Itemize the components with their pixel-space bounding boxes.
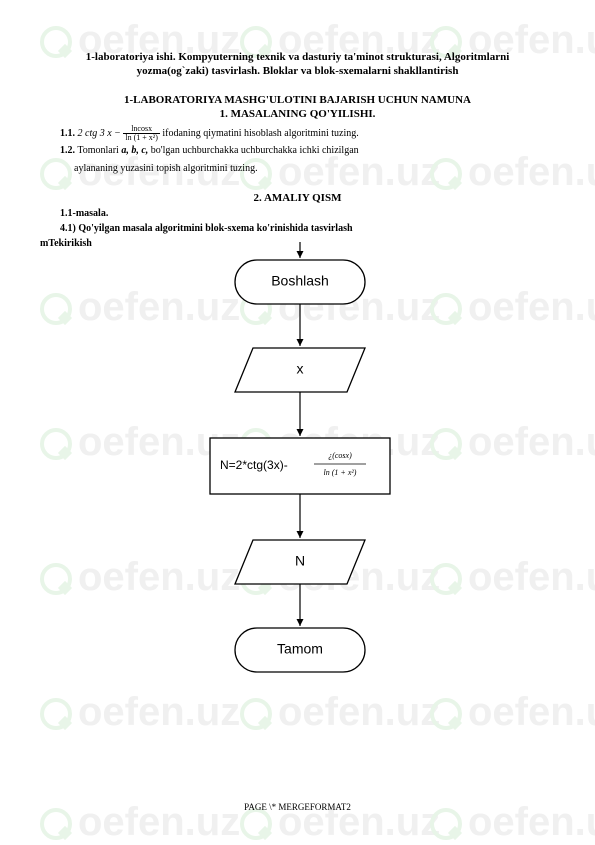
sub-4-1: 4.1) Qo'yilgan masala algoritmini blok-s…	[60, 223, 535, 234]
task-1-2-cont: aylananing yuzasini topish algoritmini t…	[74, 162, 535, 176]
svg-text:Tamom: Tamom	[277, 641, 323, 657]
svg-text:¿(cosx): ¿(cosx)	[328, 451, 352, 460]
task2-a: Tomonlari	[75, 145, 121, 156]
svg-text:N: N	[295, 553, 305, 569]
task2-c: aylananing yuzasini topish algoritmini t…	[74, 163, 258, 174]
svg-text:x: x	[297, 361, 304, 377]
watermark-icon	[40, 808, 72, 840]
task1-num: 1.1.	[60, 128, 75, 139]
task-1-2: 1.2. Tomonlari a, b, c, bo'lgan uchburch…	[60, 144, 535, 158]
heading1-line2: yozma(og`zaki) tasvirlash. Bloklar va bl…	[137, 65, 459, 77]
task-1-1: 1.1. 2 ctg 3 x − lncosx ln (1 + x²) ifod…	[60, 125, 535, 142]
heading2-line1: 1-LABORATORIYA MASHG'ULOTINI BAJARISH UC…	[124, 94, 471, 106]
task2-num: 1.2.	[60, 145, 75, 156]
heading2-line2: 1. MASALANING QO'YILISHI.	[220, 108, 376, 120]
sub-1-1: 1.1-masala.	[60, 208, 535, 219]
svg-text:Boshlash: Boshlash	[271, 273, 329, 289]
svg-text:ln (1 + x²): ln (1 + x²)	[324, 468, 357, 477]
task1-fraction: lncosx ln (1 + x²)	[123, 125, 159, 142]
watermark-icon	[430, 808, 462, 840]
watermark-icon	[240, 808, 272, 840]
heading1-line1: 1-laboratoriya ishi. Kompyuterning texni…	[86, 51, 510, 63]
task2-abc: a, b, c,	[121, 145, 148, 156]
task1-tail: ifodaning qiymatini hisoblash algoritmin…	[162, 128, 358, 139]
section2-title: 2. AMALIY QISM	[60, 192, 535, 204]
task1-frac-bot: ln (1 + x²)	[123, 134, 159, 142]
page-footer: PAGE \* MERGEFORMAT2	[0, 802, 595, 812]
task2-b: bo'lgan uchburchakka uchburchakka ichki …	[148, 145, 358, 156]
svg-text:N=2*ctg(3x)-: N=2*ctg(3x)-	[220, 458, 288, 472]
task1-expr: 2 ctg 3 x −	[78, 128, 121, 139]
flowchart: Boshlash x N=2*ctg(3x)- ¿(cosx) ln (1 + x²) N…	[0, 230, 595, 790]
